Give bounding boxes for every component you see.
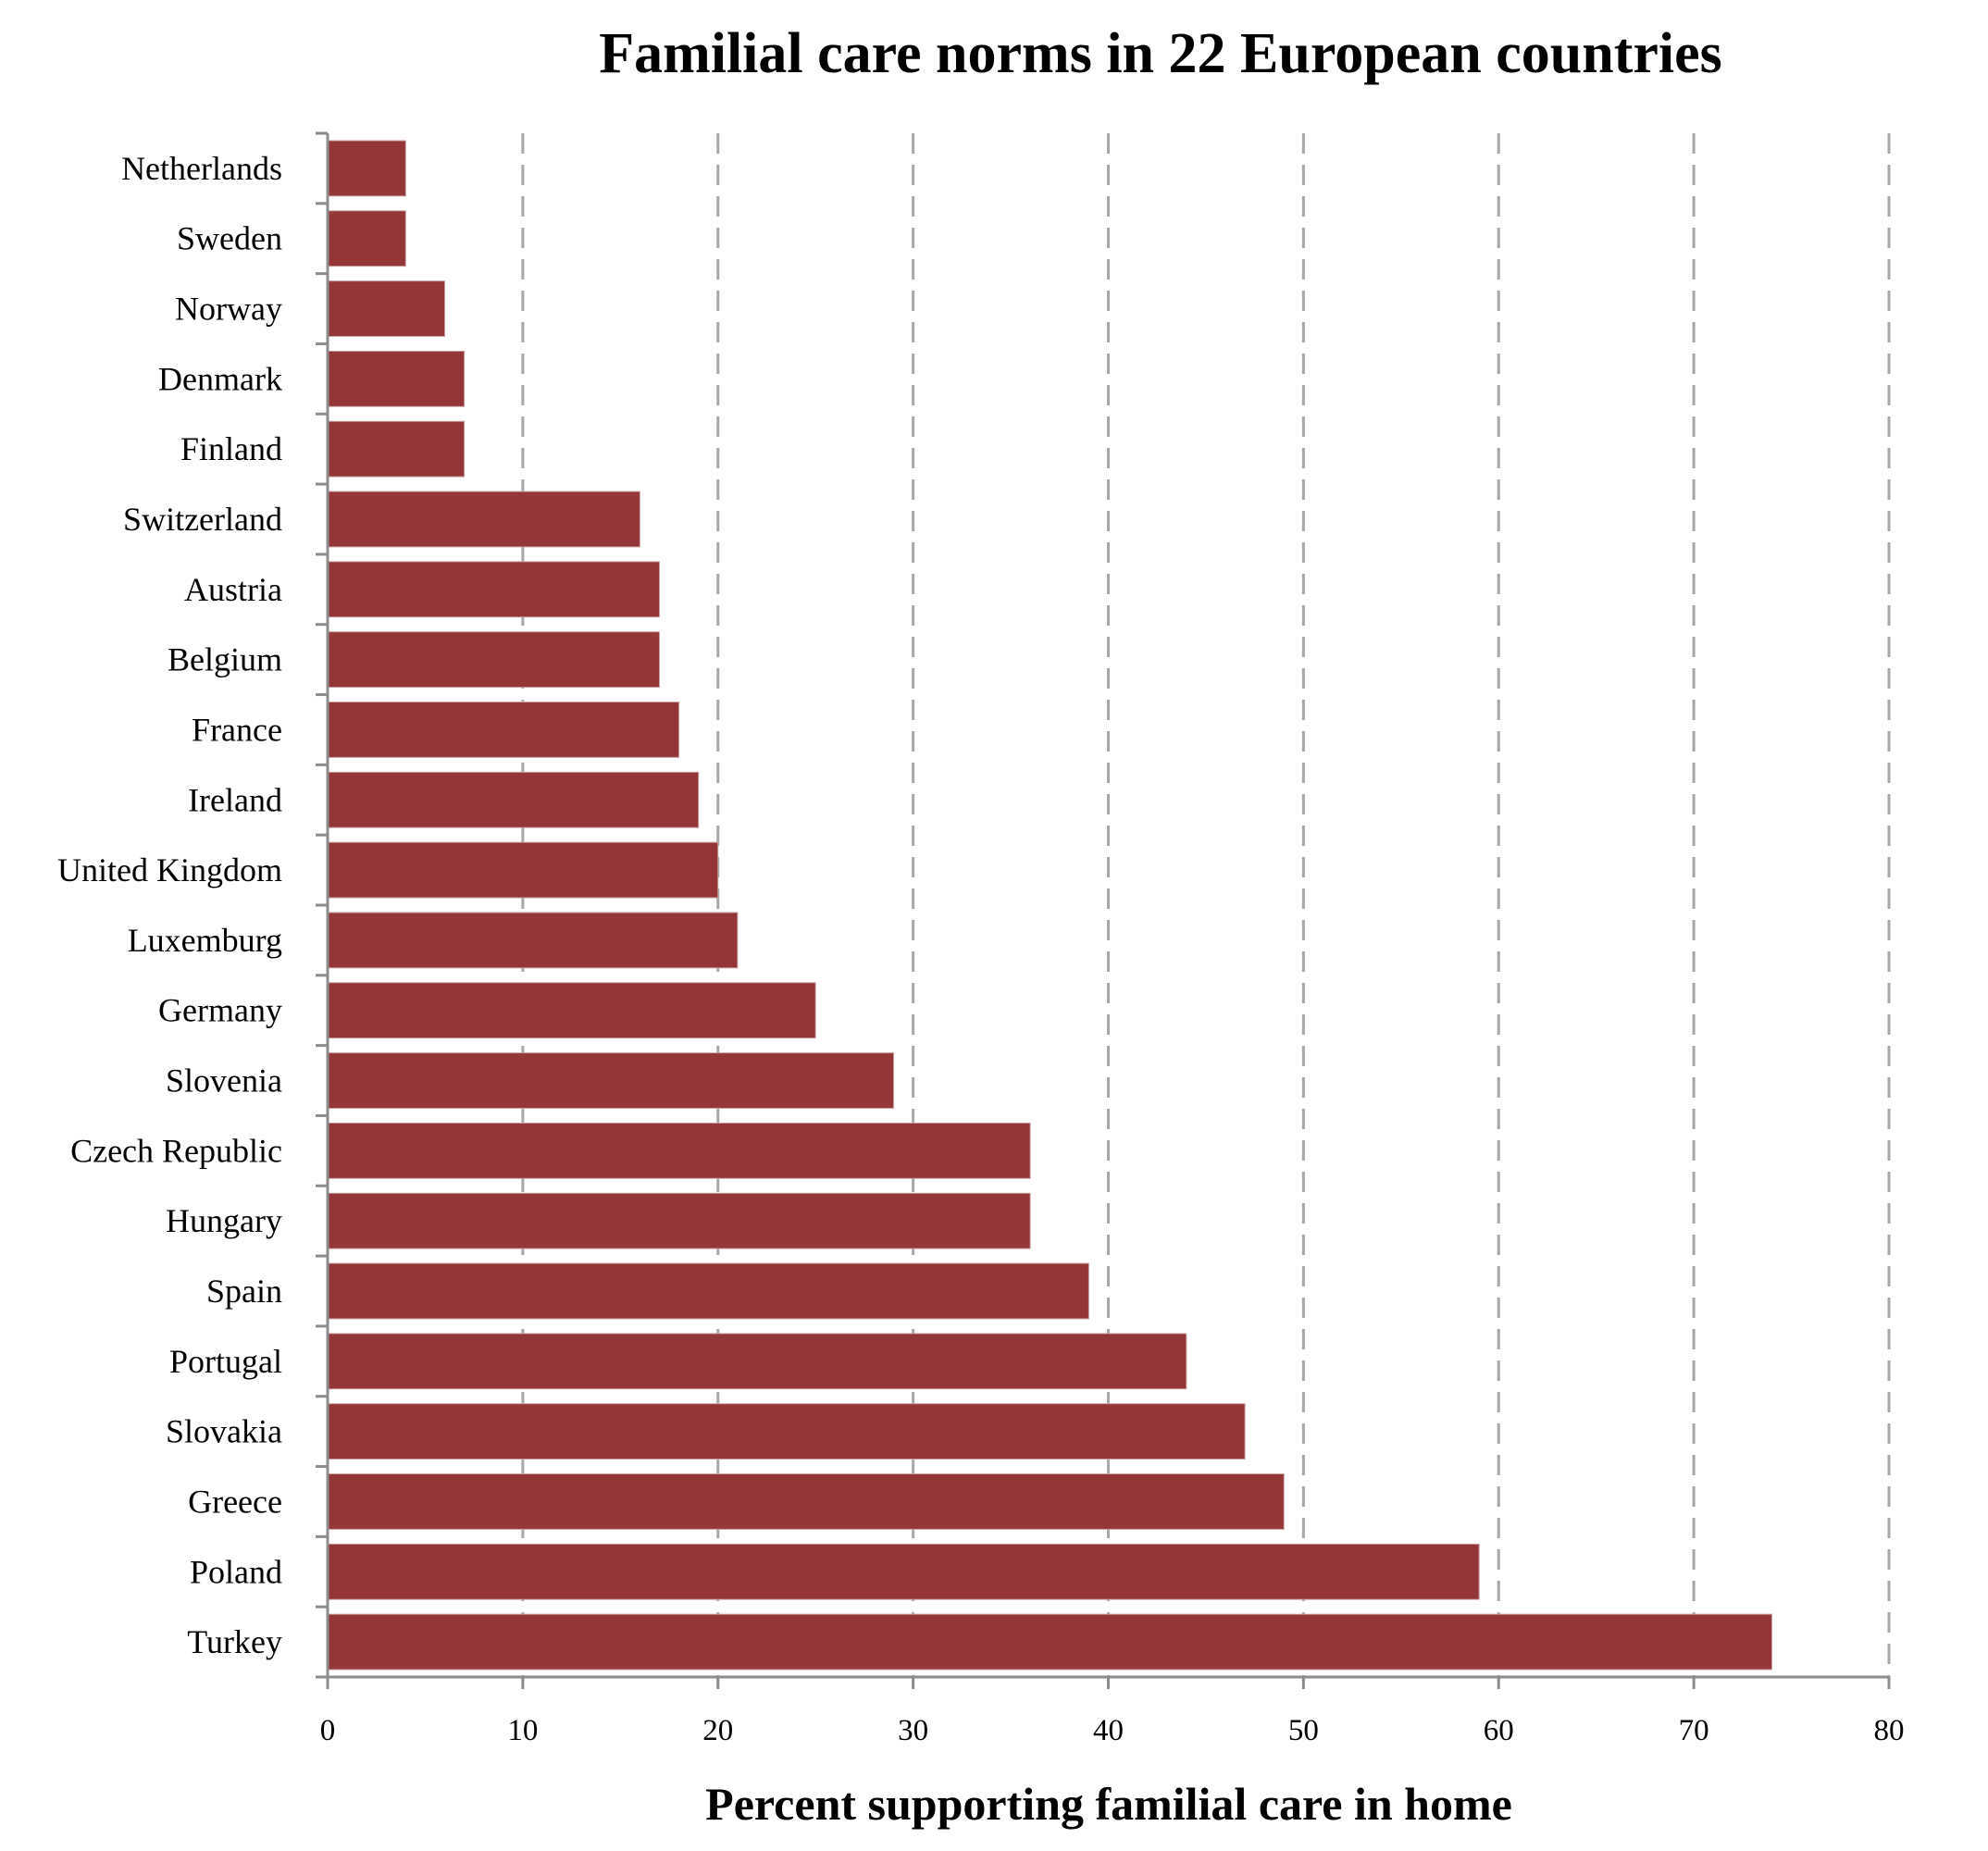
bar-hungary (327, 1192, 1031, 1249)
bar-greece (327, 1473, 1285, 1530)
category-label: Turkey (187, 1623, 282, 1660)
category-label: Belgium (168, 641, 282, 678)
bar-switzerland (327, 491, 640, 548)
bars (327, 140, 1772, 1671)
bar-france (327, 702, 680, 758)
category-label: Poland (190, 1553, 282, 1590)
category-label: Spain (206, 1273, 282, 1310)
category-label: Luxemburg (128, 922, 282, 959)
category-label: Denmark (158, 360, 282, 397)
bar-germany (327, 982, 816, 1039)
category-labels: Netherlands Sweden Norway Denmark Finland Swi… (57, 150, 282, 1660)
bar-slovenia (327, 1052, 895, 1109)
chart-title: Familial care norms in 22 European count… (599, 22, 1722, 85)
category-label: Netherlands (121, 150, 282, 187)
bar-spain (327, 1262, 1089, 1320)
category-label: Portugal (169, 1343, 282, 1380)
category-label: Norway (175, 291, 282, 328)
bar-norway (327, 280, 446, 337)
bar-finland (327, 420, 466, 478)
category-label: United Kingdom (57, 851, 282, 888)
x-tick-labels: 0 10 20 30 40 50 60 70 80 (320, 1714, 1905, 1747)
x-tick-label: 80 (1874, 1714, 1905, 1747)
x-tick-label: 70 (1679, 1714, 1709, 1747)
category-label: Austria (184, 571, 282, 608)
category-label: Czech Republic (70, 1132, 282, 1169)
bar-belgium (327, 631, 660, 689)
category-label: Slovakia (166, 1413, 282, 1450)
bar-sweden (327, 210, 406, 267)
x-tick-label: 50 (1288, 1714, 1319, 1747)
bar-luxemburg (327, 912, 739, 969)
x-axis-label: Percent supporting familial care in home (705, 1778, 1512, 1830)
x-tick-label: 10 (507, 1714, 538, 1747)
category-label: Germany (158, 992, 282, 1029)
axes (316, 131, 1891, 1689)
category-label: Greece (188, 1483, 282, 1520)
bar-poland (327, 1543, 1480, 1600)
bar-ireland (327, 771, 700, 828)
bar-czech-republic (327, 1122, 1031, 1179)
gridlines (521, 133, 1891, 1677)
category-label: Slovenia (166, 1062, 282, 1099)
bar-austria (327, 561, 660, 618)
bar-portugal (327, 1333, 1187, 1390)
category-label: Switzerland (123, 501, 282, 538)
category-label: Hungary (166, 1202, 282, 1239)
x-tick-label: 60 (1484, 1714, 1514, 1747)
x-tick-label: 20 (702, 1714, 733, 1747)
bar-slovakia (327, 1403, 1246, 1460)
x-tick-label: 30 (898, 1714, 928, 1747)
bar-united-kingdom (327, 841, 719, 899)
x-tick-label: 0 (320, 1714, 336, 1747)
category-label: Sweden (177, 220, 282, 257)
bar-denmark (327, 350, 466, 407)
bar-turkey (327, 1613, 1772, 1671)
category-label: Ireland (188, 781, 282, 818)
category-label: France (192, 711, 282, 748)
x-tick-label: 40 (1093, 1714, 1124, 1747)
category-label: Finland (180, 430, 282, 467)
bar-netherlands (327, 140, 406, 197)
